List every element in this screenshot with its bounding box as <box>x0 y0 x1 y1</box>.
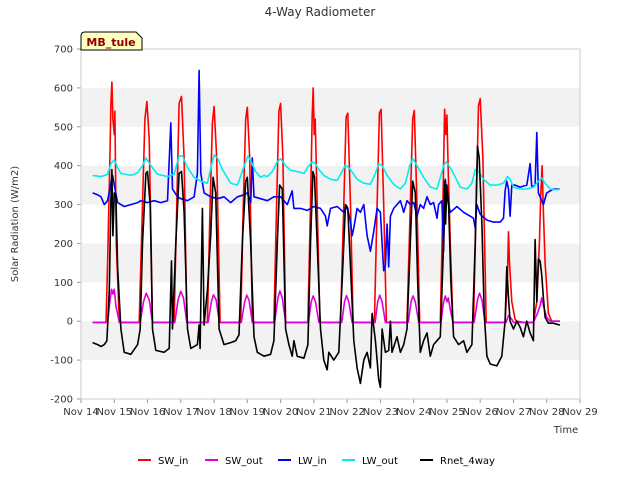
station-badge: MB_tule <box>80 31 143 51</box>
x-tick-label: Nov 18 <box>196 407 231 418</box>
legend-label: SW_out <box>225 456 263 467</box>
x-tick-label: Nov 20 <box>263 407 298 418</box>
chart-title: 4-Way Radiometer <box>265 5 376 19</box>
x-tick-label: Nov 15 <box>97 407 132 418</box>
y-axis-title: Solar Radiation (W/m2) <box>10 166 21 282</box>
x-tick-label: Nov 24 <box>396 407 431 418</box>
legend-label: LW_out <box>362 456 398 467</box>
x-tick-label: Nov 17 <box>163 407 198 418</box>
x-tick-label: Nov 19 <box>230 407 265 418</box>
x-axis-title: Time <box>553 425 578 436</box>
y-tick-label: -200 <box>50 395 73 406</box>
y-tick-label: 600 <box>54 83 73 94</box>
y-tick-label: 300 <box>54 200 73 211</box>
legend-item-rnet-4way: Rnet_4way <box>420 456 495 467</box>
station-label: MB_tule <box>86 36 135 49</box>
y-axis-ticks: -200 -100 0 100 200 300 400 500 600 700 <box>50 45 81 406</box>
legend-label: SW_in <box>158 456 188 467</box>
plot-band <box>81 87 580 127</box>
legend-item-sw-in: SW_in <box>138 456 188 467</box>
legend-label: Rnet_4way <box>440 456 495 467</box>
series-lines <box>92 69 561 389</box>
x-tick-label: Nov 22 <box>329 407 364 418</box>
y-tick-label: 0 <box>67 317 73 328</box>
plot-frame <box>80 48 581 400</box>
x-tick-label: Nov 28 <box>529 407 564 418</box>
y-tick-label: 200 <box>54 239 73 250</box>
x-tick-label: Nov 16 <box>130 407 165 418</box>
plot-band <box>81 360 580 399</box>
legend-item-lw-in: LW_in <box>278 456 327 467</box>
series-line-sw-out <box>92 288 560 324</box>
x-tick-label: Nov 21 <box>296 407 331 418</box>
x-tick-label: Nov 26 <box>462 407 497 418</box>
legend-item-sw-out: SW_out <box>205 456 263 467</box>
series-line-lw-in <box>92 69 560 272</box>
x-tick-label: Nov 14 <box>63 407 98 418</box>
plot-band <box>81 282 580 322</box>
plot-band <box>81 243 580 283</box>
legend-label: LW_in <box>298 456 327 467</box>
x-tick-label: Nov 29 <box>562 407 597 418</box>
plot-band <box>81 126 580 166</box>
y-tick-label: 500 <box>54 122 73 133</box>
legend: SW_in SW_out LW_in LW_out Rnet_4way <box>138 456 495 467</box>
plot-band <box>81 49 580 88</box>
x-tick-label: Nov 27 <box>496 407 531 418</box>
y-tick-label: 700 <box>54 45 73 56</box>
station-badge-shape <box>80 31 143 51</box>
series-line-rnet-4way <box>92 145 561 389</box>
series-line-lw-out <box>92 154 561 191</box>
y-tick-label: -100 <box>50 356 73 367</box>
y-tick-label: 100 <box>54 278 73 289</box>
legend-item-lw-out: LW_out <box>342 456 398 467</box>
x-tick-label: Nov 25 <box>429 407 464 418</box>
y-tick-label: 400 <box>54 161 73 172</box>
x-tick-label: Nov 23 <box>363 407 398 418</box>
